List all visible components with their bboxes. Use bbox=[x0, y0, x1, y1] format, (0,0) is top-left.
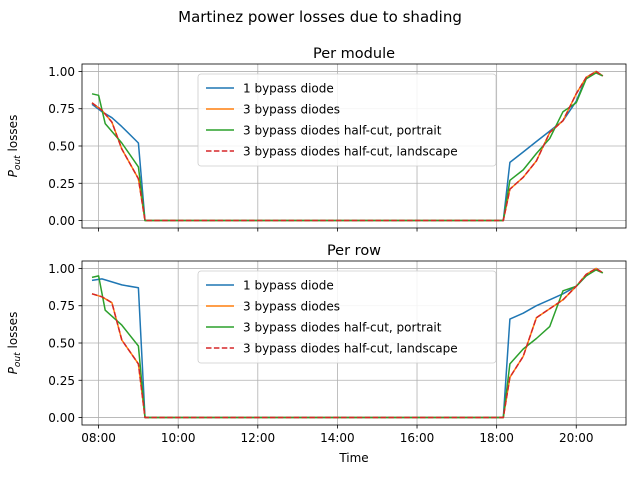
y-label-main: P bbox=[6, 169, 20, 177]
panel-per-row: 08:00 10:00 12:00 14:00 16:00 18:00 20:00 0.00 0… bbox=[6, 243, 627, 465]
panel-per-module: 0.00 0.25 0.50 0.75 1.00 Per module Pout losse… bbox=[6, 46, 627, 232]
x-tick-label: 18:00 bbox=[479, 431, 514, 445]
y-label-subscript: out bbox=[13, 352, 23, 367]
legend: 1 bypass diode 3 bypass diodes 3 bypass di… bbox=[197, 73, 497, 167]
legend-label: 1 bypass diode bbox=[243, 82, 334, 96]
y-label-subscript: out bbox=[13, 155, 23, 170]
panel-title: Per row bbox=[327, 243, 381, 259]
legend-label: 3 bypass diodes bbox=[243, 300, 340, 314]
x-tick-label: 16:00 bbox=[400, 431, 435, 445]
legend-label: 3 bypass diodes half-cut, portrait bbox=[243, 321, 442, 335]
y-axis-label: Pout losses bbox=[6, 312, 23, 375]
legend-label: 3 bypass diodes half-cut, landscape bbox=[243, 342, 458, 356]
x-axis-label: Time bbox=[338, 451, 368, 465]
y-tick-label: 0.25 bbox=[48, 177, 75, 191]
y-tick-label: 0.00 bbox=[48, 411, 75, 425]
x-tick-label: 12:00 bbox=[241, 431, 276, 445]
legend-label: 1 bypass diode bbox=[243, 279, 334, 293]
y-tick-label: 0.75 bbox=[48, 299, 75, 313]
y-tick-label: 1.00 bbox=[48, 65, 75, 79]
legend-label: 3 bypass diodes half-cut, landscape bbox=[243, 145, 458, 159]
x-tick-label: 20:00 bbox=[559, 431, 594, 445]
x-tick-label: 14:00 bbox=[320, 431, 355, 445]
series-line bbox=[91, 70, 604, 222]
y-label-rest: losses bbox=[6, 115, 20, 156]
series-line bbox=[91, 72, 604, 222]
legend: 1 bypass diode 3 bypass diodes 3 bypass di… bbox=[197, 270, 497, 364]
legend-box bbox=[197, 270, 497, 364]
series-line bbox=[91, 267, 604, 419]
y-tick-label: 0.50 bbox=[48, 140, 75, 154]
y-tick-label: 0.25 bbox=[48, 374, 75, 388]
figure-title: Martinez power losses due to shading bbox=[178, 8, 462, 26]
y-label-rest: losses bbox=[6, 312, 20, 353]
x-tick-label: 10:00 bbox=[161, 431, 196, 445]
panel-title: Per module bbox=[313, 46, 395, 62]
legend-label: 3 bypass diodes bbox=[243, 103, 340, 117]
y-tick-label: 0.50 bbox=[48, 337, 75, 351]
legend-box bbox=[197, 73, 497, 167]
y-tick-label: 1.00 bbox=[48, 262, 75, 276]
legend-label: 3 bypass diodes half-cut, portrait bbox=[243, 124, 442, 138]
y-axis-label: Pout losses bbox=[6, 115, 23, 178]
y-label-main: P bbox=[6, 366, 20, 374]
y-tick-label: 0.00 bbox=[48, 214, 75, 228]
y-tick-label: 0.75 bbox=[48, 102, 75, 116]
x-tick-label: 08:00 bbox=[81, 431, 116, 445]
